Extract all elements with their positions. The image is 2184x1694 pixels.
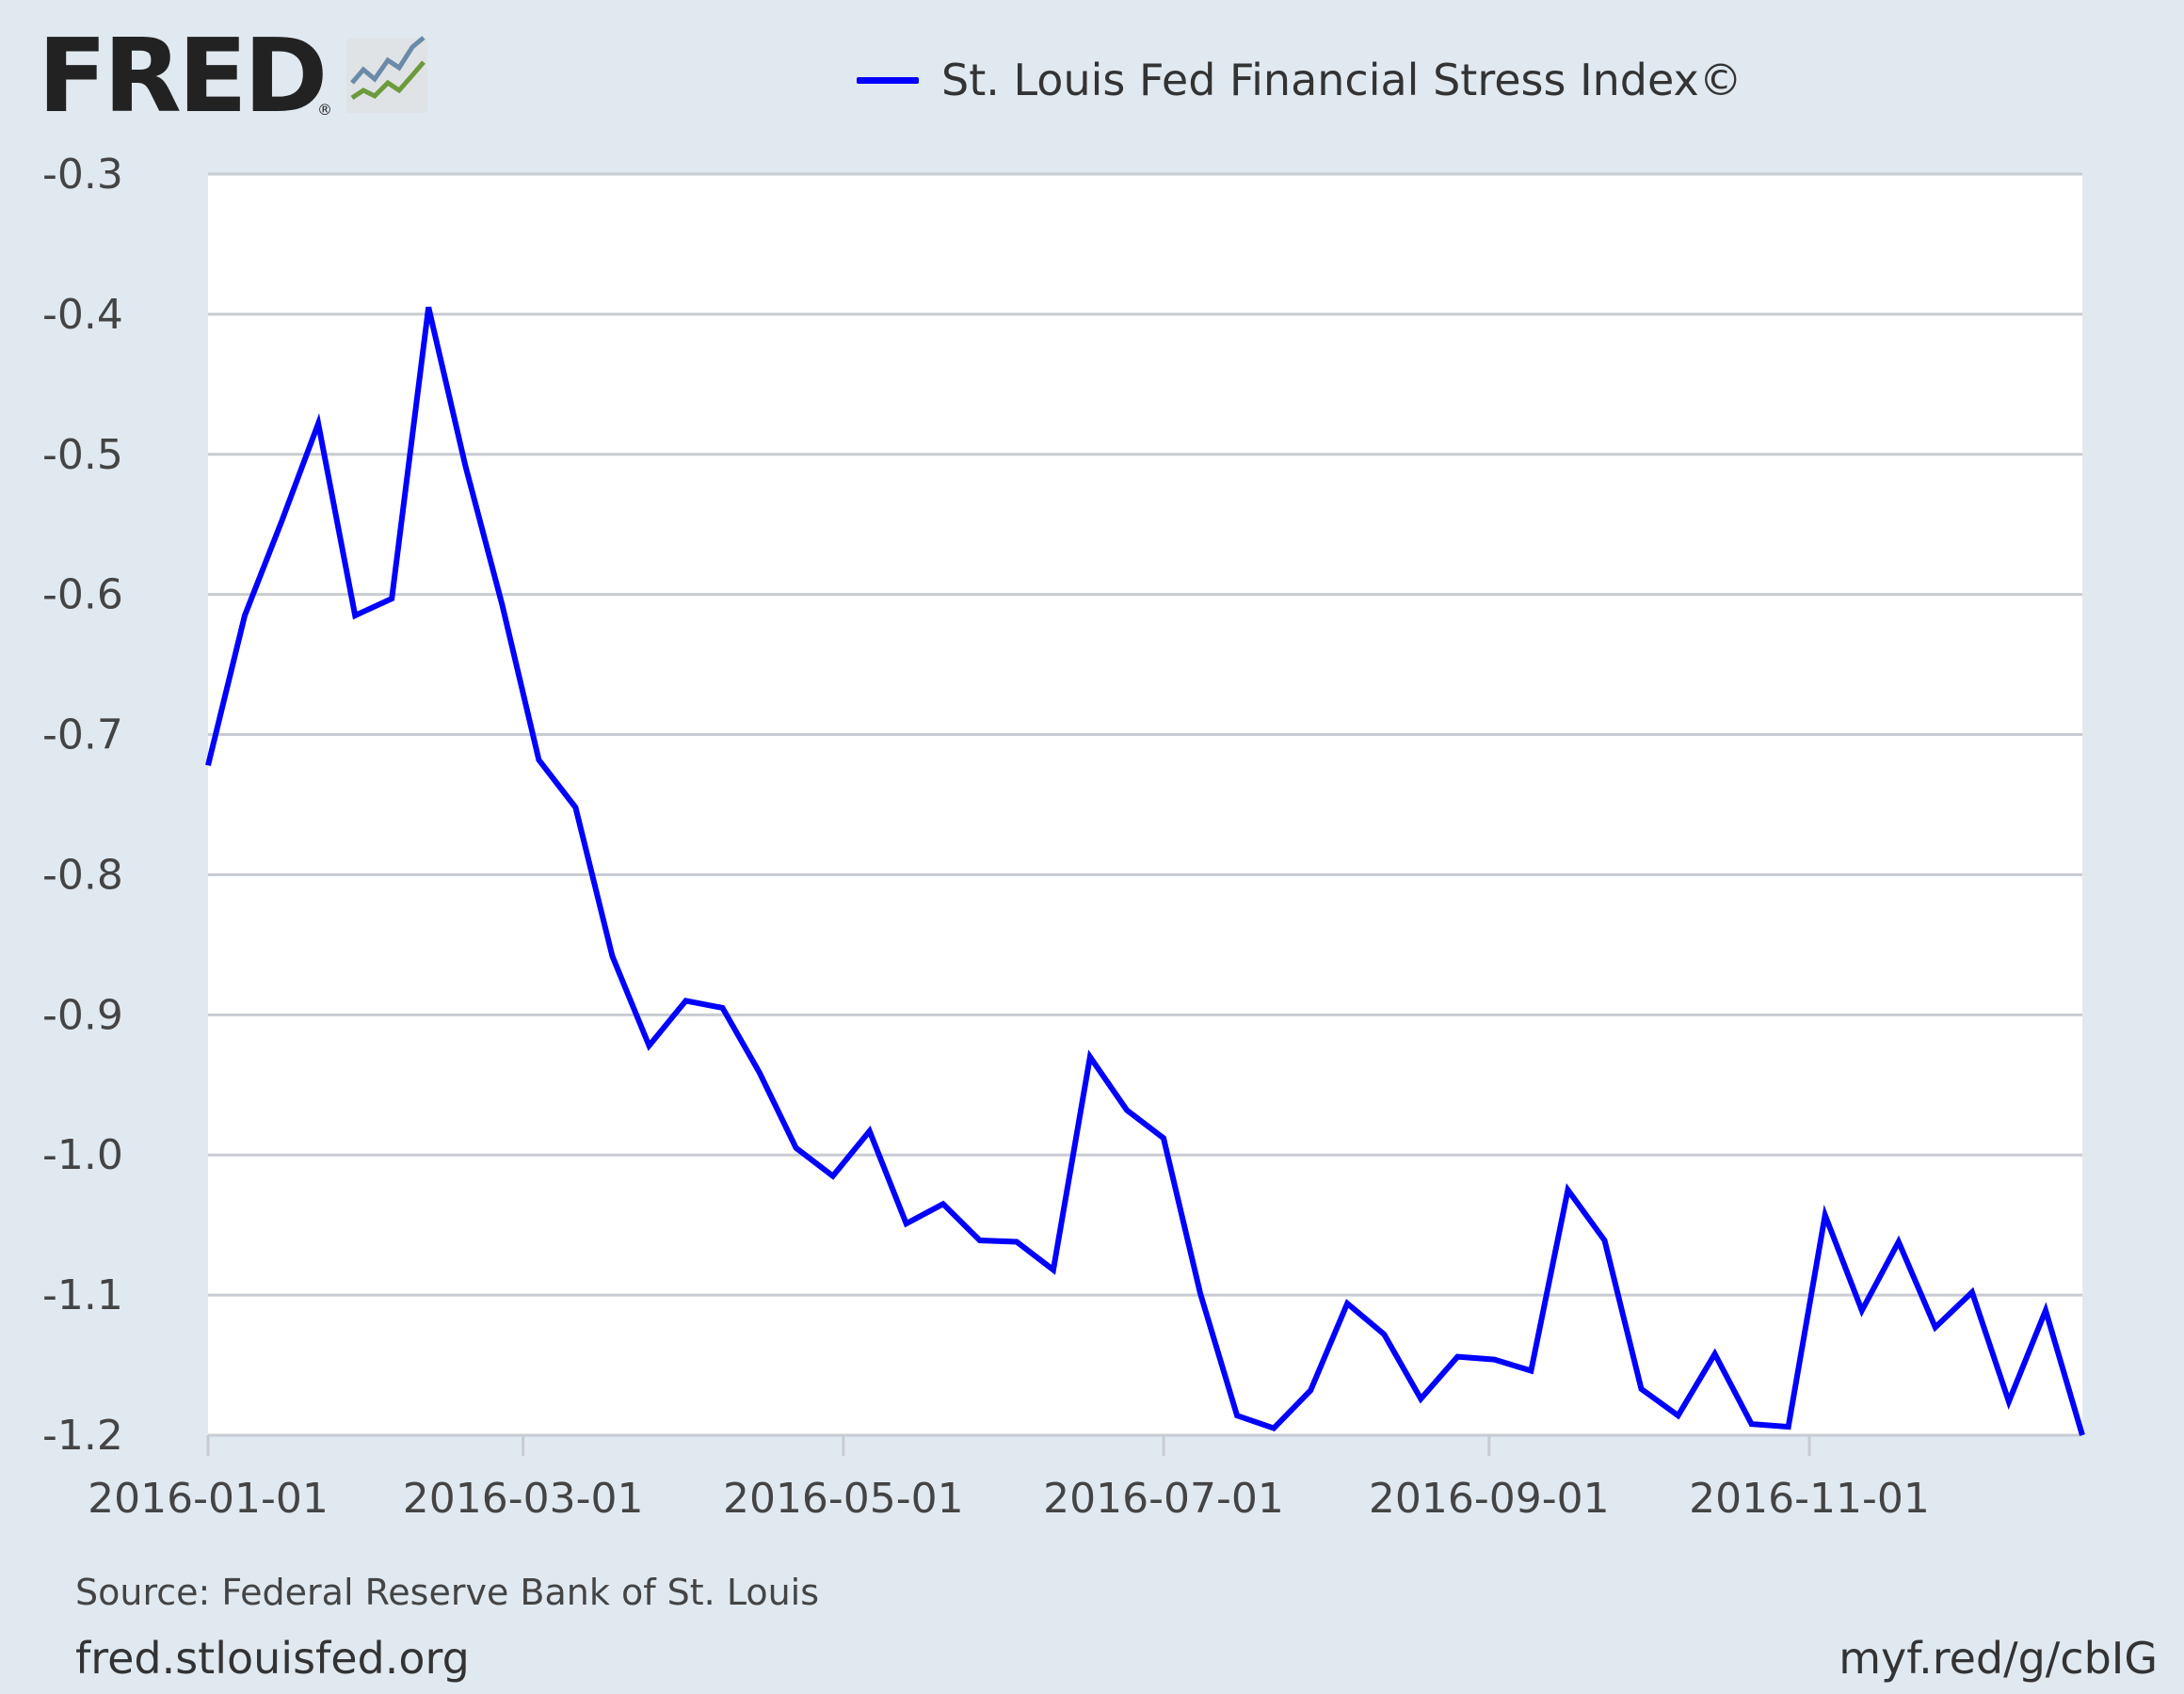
site-link[interactable]: fred.stlouisfed.org bbox=[75, 1633, 470, 1684]
series-line bbox=[205, 306, 2085, 1436]
y-axis-ticks: -0.3 -0.4 -0.5 -0.6 -0.7 -0.8 -0.9 -1.0 -1.1 -1.2 bbox=[42, 151, 123, 1460]
x-tick-label: 2016-11-01 bbox=[1689, 1475, 1930, 1523]
x-axis-ticks: 2016-01-01 2016-03-01 2016-05-01 2016-07-01… bbox=[88, 1435, 1930, 1523]
short-link[interactable]: myf.red/g/cbIG bbox=[1839, 1633, 2158, 1684]
y-tick-label: -1.2 bbox=[42, 1412, 123, 1460]
x-tick-label: 2016-01-01 bbox=[88, 1475, 329, 1523]
x-tick-label: 2016-09-01 bbox=[1369, 1475, 1610, 1523]
plot-area bbox=[208, 174, 2082, 1435]
y-tick-label: -0.9 bbox=[42, 991, 123, 1039]
y-tick-label: -1.1 bbox=[42, 1271, 123, 1319]
y-tick-label: -0.6 bbox=[42, 571, 123, 619]
y-tick-label: -0.3 bbox=[42, 151, 123, 199]
source-note: Source: Federal Reserve Bank of St. Loui… bbox=[75, 1572, 820, 1613]
brand-name: FRED bbox=[38, 28, 324, 122]
x-tick-label: 2016-07-01 bbox=[1043, 1475, 1284, 1523]
legend: St. Louis Fed Financial Stress Index© bbox=[857, 47, 1742, 113]
y-tick-label: -0.4 bbox=[42, 291, 123, 339]
y-tick-label: -0.7 bbox=[42, 711, 123, 759]
y-tick-label: -0.5 bbox=[42, 431, 123, 479]
fred-logo[interactable]: FRED ® bbox=[38, 18, 442, 136]
y-tick-label: -1.0 bbox=[42, 1131, 123, 1179]
legend-swatch bbox=[857, 76, 919, 84]
legend-label: St. Louis Fed Financial Stress Index© bbox=[941, 55, 1742, 105]
grid-lines bbox=[208, 172, 2082, 1437]
chart-trend-icon bbox=[346, 36, 427, 113]
x-tick-label: 2016-03-01 bbox=[403, 1475, 644, 1523]
y-tick-label: -0.8 bbox=[42, 851, 123, 899]
registered-mark: ® bbox=[317, 101, 332, 119]
x-tick-label: 2016-05-01 bbox=[723, 1475, 964, 1523]
